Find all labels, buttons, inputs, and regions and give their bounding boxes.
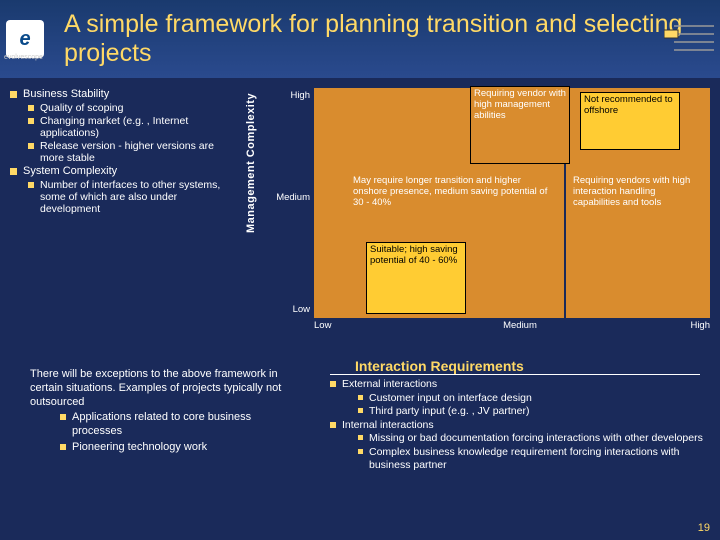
x-tick-low: Low	[314, 320, 374, 331]
y-tick-low: Low	[270, 304, 310, 315]
footer-right-block: External interactionsCustomer input on i…	[330, 378, 710, 472]
header-decoration-icon	[664, 22, 714, 58]
bullet-square-icon	[60, 444, 66, 450]
bullet-text: Applications related to core business pr…	[72, 411, 300, 439]
x-tick-medium: Medium	[490, 320, 550, 331]
bullet-level2: Release version - higher versions are mo…	[10, 140, 240, 164]
bullet-level1: System Complexity	[10, 165, 240, 177]
slide-title: A simple framework for planning transiti…	[48, 10, 720, 68]
bullet-level2: Changing market (e.g. , Internet applica…	[10, 115, 240, 139]
footer-left-bullet: Applications related to core business pr…	[30, 411, 300, 439]
bullet-square-icon	[28, 118, 34, 124]
x-tick-high: High	[660, 320, 710, 331]
bullet-text: Missing or bad documentation forcing int…	[369, 432, 703, 445]
bullet-text: Number of interfaces to other systems, s…	[40, 179, 240, 215]
bullet-text: Third party input (e.g. , JV partner)	[369, 405, 529, 418]
logo-badge: e	[6, 20, 44, 58]
page-number: 19	[698, 522, 710, 534]
bullet-square-icon	[358, 395, 363, 400]
y-tick-high: High	[270, 90, 310, 101]
cell-mid-wide: May require longer transition and higher…	[350, 174, 560, 224]
cell-top-right: Not recommended to offshore	[580, 92, 680, 150]
bullet-text: External interactions	[342, 378, 437, 391]
bullet-text: Internal interactions	[342, 419, 434, 432]
fr-bullet-l1: External interactions	[330, 378, 710, 391]
bullet-text: Customer input on interface design	[369, 392, 532, 405]
y-tick-medium: Medium	[270, 192, 310, 203]
bullet-text: Release version - higher versions are mo…	[40, 140, 240, 164]
bullet-square-icon	[10, 168, 17, 175]
bullet-text: Quality of scoping	[40, 102, 123, 114]
bullet-text: Pioneering technology work	[72, 441, 207, 455]
footer-left-block: There will be exceptions to the above fr…	[30, 368, 300, 455]
y-axis-label: Management Complexity	[245, 93, 257, 233]
divider-line	[330, 374, 700, 375]
x-axis-title: Interaction Requirements	[355, 358, 524, 374]
bullet-level2: Quality of scoping	[10, 102, 240, 114]
bullet-square-icon	[60, 414, 66, 420]
fr-bullet-l1: Internal interactions	[330, 419, 710, 432]
bullet-square-icon	[358, 435, 363, 440]
fr-bullet-l2: Missing or bad documentation forcing int…	[330, 432, 710, 445]
slide-body: Business Stability Quality of scopingChan…	[0, 78, 720, 540]
footer-left-intro: There will be exceptions to the above fr…	[30, 368, 300, 409]
cell-top-left: Requiring vendor with high management ab…	[470, 86, 570, 164]
bullet-square-icon	[330, 381, 336, 387]
bullet-square-icon	[358, 449, 363, 454]
bullet-text: Changing market (e.g. , Internet applica…	[40, 115, 240, 139]
bullet-level1: Business Stability	[10, 88, 240, 100]
fr-bullet-l2: Customer input on interface design	[330, 392, 710, 405]
fr-bullet-l2: Third party input (e.g. , JV partner)	[330, 405, 710, 418]
bullet-square-icon	[28, 105, 34, 111]
bullet-level2: Number of interfaces to other systems, s…	[10, 179, 240, 215]
quadrant-chart: High Medium Low Requiring vendor with hi…	[270, 86, 710, 336]
bullet-text: Complex business knowledge requirement f…	[369, 446, 710, 471]
bullet-square-icon	[28, 182, 34, 188]
left-bullet-list: Business Stability Quality of scopingChan…	[10, 88, 240, 216]
bullet-text: Business Stability	[23, 88, 109, 100]
bullet-square-icon	[28, 143, 34, 149]
footer-left-bullet: Pioneering technology work	[30, 441, 300, 455]
bullet-square-icon	[10, 91, 17, 98]
logo-subtext: evolvescope	[4, 54, 43, 61]
fr-bullet-l2: Complex business knowledge requirement f…	[330, 446, 710, 471]
bullet-square-icon	[358, 408, 363, 413]
bullet-square-icon	[330, 422, 336, 428]
bullet-text: System Complexity	[23, 165, 117, 177]
cell-bottom-left: Suitable; high saving potential of 40 - …	[366, 242, 466, 314]
cell-mid-right: Requiring vendors with high interaction …	[570, 174, 705, 264]
slide-header: e evolvescope A simple framework for pla…	[0, 0, 720, 78]
